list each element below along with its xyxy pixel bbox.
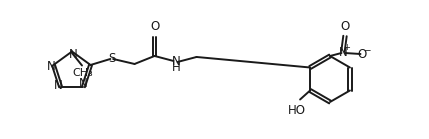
Text: N: N [338, 47, 347, 59]
Text: N: N [79, 77, 88, 90]
Text: O: O [357, 48, 367, 60]
Text: N: N [69, 48, 77, 61]
Text: N: N [46, 60, 55, 73]
Text: S: S [108, 52, 115, 65]
Text: −: − [363, 45, 370, 54]
Text: O: O [150, 20, 159, 33]
Text: N: N [54, 79, 62, 92]
Text: N: N [172, 55, 181, 69]
Text: +: + [344, 43, 350, 52]
Text: HO: HO [288, 104, 306, 116]
Text: O: O [340, 19, 350, 33]
Text: CH₃: CH₃ [73, 68, 94, 78]
Text: H: H [172, 61, 181, 74]
